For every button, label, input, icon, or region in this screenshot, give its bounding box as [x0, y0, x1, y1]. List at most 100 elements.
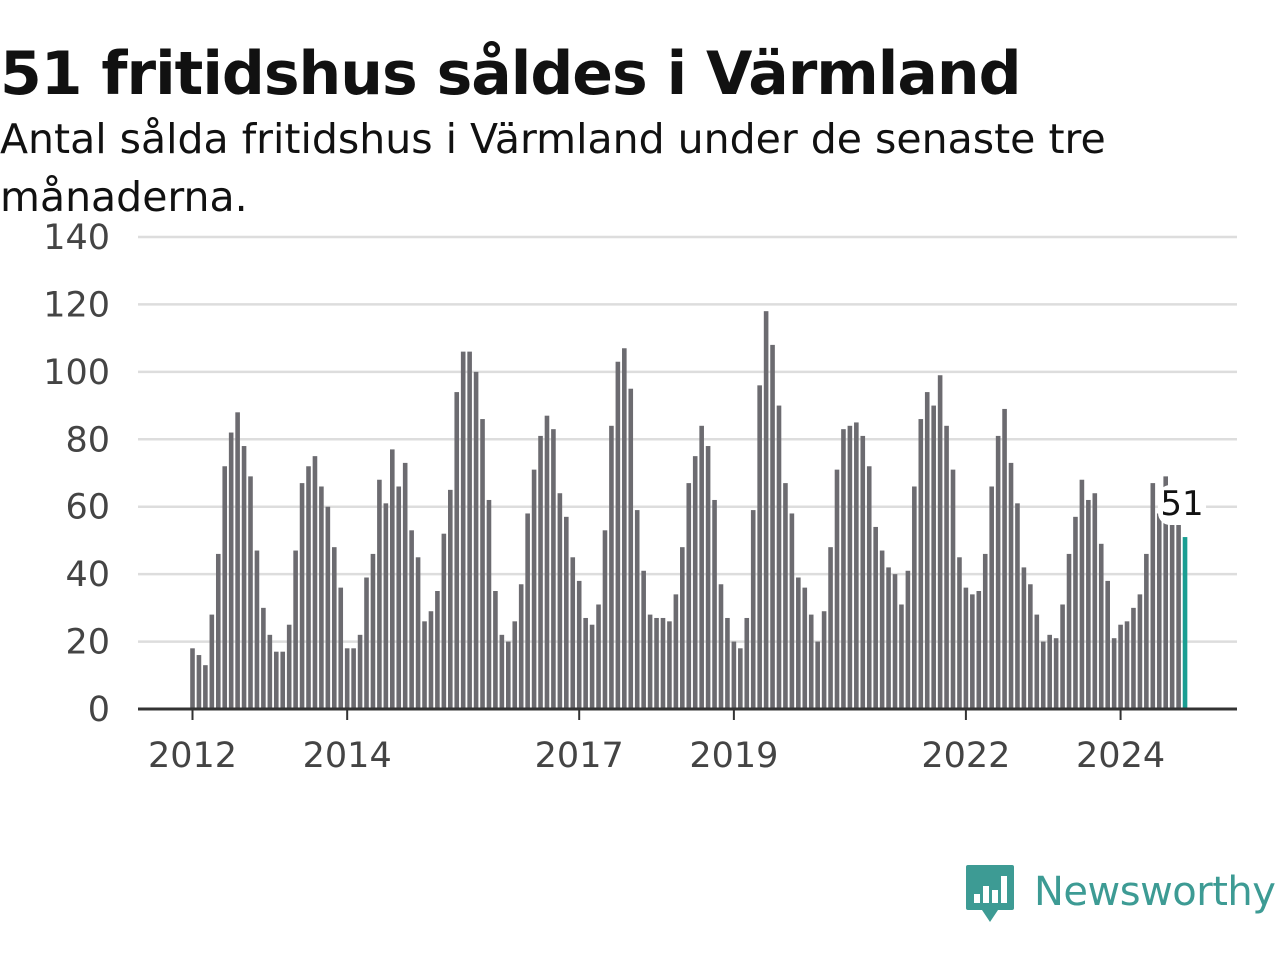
newsworthy-logo[interactable]: Newsworthy — [964, 864, 1276, 924]
bar — [667, 621, 672, 709]
bar — [280, 651, 286, 709]
bar — [428, 611, 434, 709]
bar — [422, 621, 427, 709]
bar — [692, 456, 698, 709]
bar — [1163, 476, 1168, 709]
bar — [1066, 553, 1072, 709]
bar — [293, 550, 298, 709]
bar — [1105, 580, 1110, 709]
bar — [596, 604, 601, 709]
bar — [731, 641, 737, 709]
bar — [725, 617, 730, 709]
bar — [435, 591, 440, 709]
bar — [718, 584, 724, 709]
bar — [196, 655, 202, 709]
bar — [821, 611, 827, 709]
bar — [970, 594, 975, 709]
bar — [1118, 624, 1123, 709]
bar — [899, 604, 904, 709]
bar — [512, 621, 518, 709]
bar — [570, 557, 576, 709]
bar — [886, 567, 891, 709]
bar — [860, 435, 866, 709]
bar — [976, 591, 982, 709]
bar — [763, 311, 769, 709]
bar — [841, 429, 846, 709]
bar — [286, 624, 292, 709]
y-tick-label: 20 — [65, 623, 110, 663]
bar — [622, 348, 627, 709]
bar — [1137, 594, 1143, 709]
bar — [634, 510, 640, 709]
bar — [686, 483, 692, 709]
bar — [344, 648, 350, 709]
bar — [215, 553, 221, 709]
bar — [995, 435, 1001, 709]
y-tick-label: 40 — [65, 555, 110, 595]
bar — [950, 469, 956, 709]
bar — [525, 513, 530, 709]
chart-subtitle: Antal sålda fritidshus i Värmland under … — [0, 115, 1106, 221]
bar — [1060, 604, 1065, 709]
bar — [647, 614, 653, 709]
bar — [750, 510, 756, 709]
bar — [770, 344, 775, 709]
bar — [544, 415, 550, 709]
bar — [261, 607, 266, 709]
bar — [402, 462, 408, 709]
bar — [1092, 493, 1098, 709]
bar — [338, 587, 344, 709]
x-tick-label: 2012 — [148, 736, 237, 776]
bar — [557, 493, 563, 709]
bar — [248, 476, 253, 709]
bar — [1028, 584, 1033, 709]
bar — [325, 506, 331, 709]
bar — [299, 483, 305, 709]
bar — [699, 425, 704, 709]
bar — [228, 432, 234, 709]
y-tick-label: 120 — [43, 285, 110, 325]
bar — [273, 651, 279, 709]
bar — [1034, 614, 1040, 709]
bar — [589, 624, 595, 709]
chart-title: 51 fritidshus såldes i Värmland — [0, 39, 1022, 109]
bar — [1111, 638, 1117, 709]
bar — [815, 641, 820, 709]
bar — [673, 594, 679, 709]
bar — [306, 466, 311, 709]
bar — [796, 577, 801, 709]
y-tick-label: 100 — [43, 353, 110, 393]
bar — [757, 385, 762, 709]
y-axis-ticks: 0 20 40 60 80 100 120 140 — [43, 218, 110, 730]
bar — [602, 530, 608, 709]
bar — [1047, 634, 1052, 709]
bar-latest — [1182, 537, 1188, 709]
bar — [441, 533, 447, 709]
bar — [989, 486, 994, 709]
bar — [873, 526, 878, 709]
bar — [1015, 503, 1020, 709]
bar — [660, 617, 666, 709]
bar — [480, 419, 485, 709]
bar — [1002, 408, 1007, 709]
bar — [847, 425, 853, 709]
bar — [918, 419, 924, 709]
y-tick-label: 0 — [88, 690, 110, 730]
bar — [924, 392, 930, 709]
bar — [396, 486, 402, 709]
bar — [744, 617, 750, 709]
bar — [203, 665, 208, 709]
x-tick-label: 2017 — [535, 736, 624, 776]
logo-text: Newsworthy — [1034, 869, 1276, 915]
newsworthy-bar-chart-icon — [966, 865, 1014, 922]
bar — [931, 405, 936, 709]
bar — [905, 570, 911, 709]
bar — [912, 486, 917, 709]
bar — [937, 375, 943, 709]
bar — [460, 351, 466, 709]
bar — [267, 634, 273, 709]
bar — [493, 591, 498, 709]
bar — [370, 553, 376, 709]
bar — [506, 641, 511, 709]
bar — [383, 503, 389, 709]
